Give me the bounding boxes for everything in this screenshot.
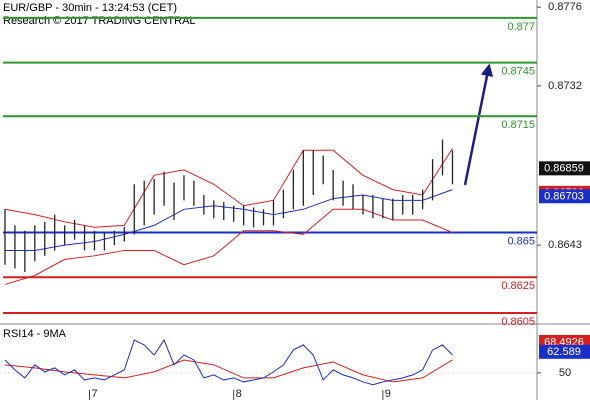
panel-title: RSI14 - 9MA (3, 328, 67, 340)
value-box (539, 161, 590, 176)
level-label: 0.8745 (501, 66, 535, 78)
x-tick-label: 9 (385, 388, 391, 400)
y-tick-label: 0.8776 (548, 1, 582, 13)
indicator-line (4, 208, 453, 285)
value-box-label: 62.589 (547, 346, 581, 358)
y-tick-label: 50 (559, 367, 571, 379)
value-box-label: 0.86703 (544, 191, 584, 203)
ma-line (4, 359, 453, 383)
level-label: 0.877 (507, 21, 535, 33)
chart-subtitle: Research © 2017 TRADING CENTRAL (3, 15, 196, 27)
x-tick-label: 7 (91, 388, 97, 400)
level-label: 0.8605 (501, 316, 535, 328)
x-tick-label: 8 (236, 388, 242, 400)
indicator-line (4, 148, 453, 228)
value-box (539, 189, 590, 204)
rsi-line (4, 338, 453, 386)
value-box-label: 0.86859 (544, 163, 584, 175)
indicator-line (4, 189, 453, 251)
level-label: 0.8715 (501, 119, 535, 131)
value-box (539, 344, 590, 359)
y-tick-label: 0.8643 (548, 239, 582, 251)
level-label: 0.8625 (501, 280, 535, 292)
y-tick-label: 0.8732 (548, 80, 582, 92)
chart-title: EUR/GBP - 30min - 13:24:53 (CET) (3, 2, 177, 14)
forecast-arrow (463, 63, 494, 186)
level-label: 0.865 (507, 235, 535, 247)
